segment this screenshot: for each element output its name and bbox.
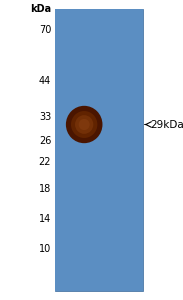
Bar: [55, 188, 143, 197]
Ellipse shape: [66, 106, 102, 143]
Text: 14: 14: [39, 214, 51, 224]
Text: 70: 70: [39, 25, 51, 35]
Text: 18: 18: [39, 184, 51, 194]
Bar: [55, 159, 143, 169]
Bar: [55, 9, 143, 291]
Text: 10: 10: [39, 244, 51, 254]
Bar: [55, 178, 143, 188]
Bar: [55, 112, 143, 122]
Ellipse shape: [75, 115, 93, 134]
Bar: [55, 150, 143, 159]
Bar: [55, 263, 143, 272]
Bar: [55, 65, 143, 75]
Bar: [55, 282, 143, 291]
Bar: [55, 225, 143, 235]
Bar: [55, 94, 143, 103]
Bar: [55, 244, 143, 254]
Text: 44: 44: [39, 76, 51, 86]
Text: 29kDa: 29kDa: [150, 119, 183, 130]
Bar: [55, 169, 143, 178]
Bar: [55, 141, 143, 150]
Ellipse shape: [79, 119, 90, 130]
Bar: [55, 197, 143, 206]
Ellipse shape: [71, 111, 97, 138]
Bar: [55, 46, 143, 56]
Text: kDa: kDa: [30, 4, 51, 14]
Bar: [55, 18, 143, 28]
Text: 22: 22: [39, 157, 51, 167]
Text: 33: 33: [39, 112, 51, 122]
Bar: [55, 131, 143, 141]
Bar: [55, 235, 143, 244]
Bar: [55, 216, 143, 225]
Bar: [55, 103, 143, 112]
Bar: [55, 9, 143, 18]
Bar: [55, 84, 143, 94]
Bar: [55, 254, 143, 263]
Bar: [55, 28, 143, 37]
Bar: [55, 122, 143, 131]
Text: 26: 26: [39, 136, 51, 146]
Bar: [55, 56, 143, 65]
Bar: [55, 206, 143, 216]
Bar: [55, 37, 143, 46]
Bar: [55, 75, 143, 84]
Bar: [55, 272, 143, 282]
